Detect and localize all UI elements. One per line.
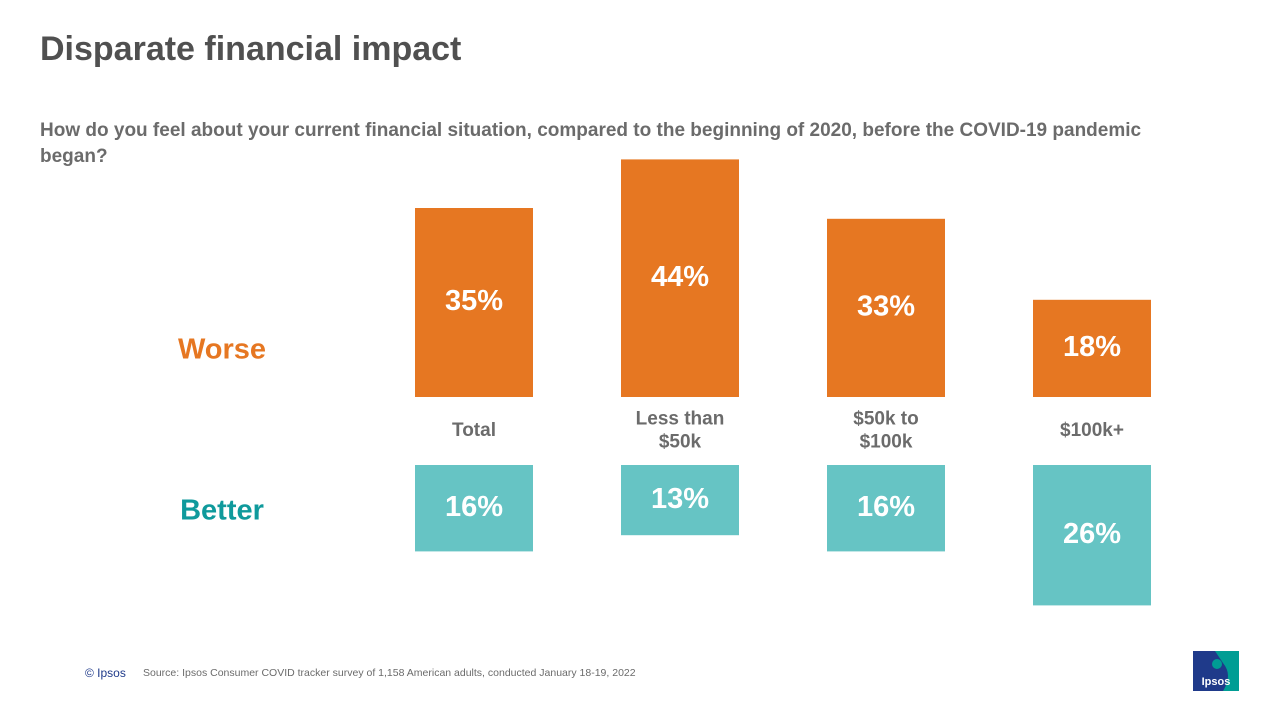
data-label-better-1: 13% [651, 483, 709, 515]
bar-worse-3 [1033, 299, 1151, 397]
category-label-1-line-0: Less than [636, 409, 725, 430]
data-label-better-2: 16% [857, 491, 915, 523]
logo-mark-icon [1193, 651, 1239, 691]
bar-better-1 [621, 465, 739, 536]
ipsos-logo: Ipsos [1193, 651, 1239, 691]
logo-text: Ipsos [1201, 676, 1231, 688]
bar-better-3 [1033, 465, 1151, 606]
data-label-better-3: 26% [1063, 518, 1121, 550]
data-label-worse-2: 33% [857, 291, 915, 323]
category-label-2-line-1: $100k [860, 432, 913, 453]
bar-better-0 [415, 465, 533, 552]
data-label-better-0: 16% [445, 491, 503, 523]
data-label-worse-1: 44% [651, 261, 709, 293]
bar-better-2 [827, 465, 945, 552]
bar-worse-2 [827, 218, 945, 397]
data-label-worse-0: 35% [445, 285, 503, 317]
category-label-1-line-1: $50k [659, 432, 702, 453]
source-note: Source: Ipsos Consumer COVID tracker sur… [143, 667, 636, 679]
copyright-notice: © Ipsos [85, 666, 126, 680]
series-label-worse: Worse [178, 334, 266, 366]
survey-question: How do you feel about your current finan… [40, 120, 1142, 167]
bar-worse-0 [415, 208, 533, 397]
category-label-3: $100k+ [1060, 420, 1124, 441]
category-label-0: Total [452, 420, 496, 441]
series-label-better: Better [180, 495, 264, 527]
page-title: Disparate financial impact [40, 30, 462, 68]
category-label-2-line-0: $50k to [853, 409, 918, 430]
bar-worse-1 [621, 159, 739, 397]
data-label-worse-3: 18% [1063, 331, 1121, 363]
